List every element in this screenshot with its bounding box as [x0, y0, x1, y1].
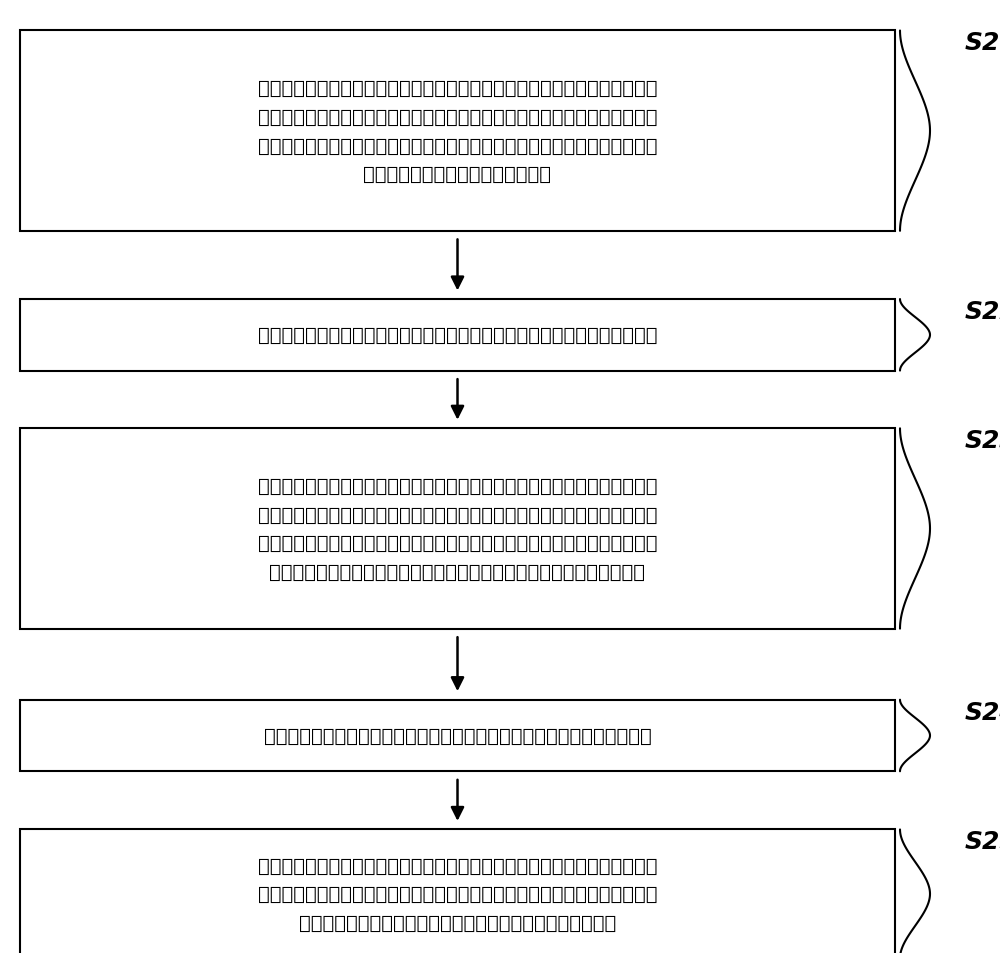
- FancyBboxPatch shape: [20, 829, 895, 953]
- Text: S25: S25: [965, 829, 1000, 854]
- Text: 将环桥接倒换状态转换为环桥接状态的节点，在第一方向将环桥接状态转换为
正常状态，以使第二业务流在当前节点不再复制一份倒换至保护时隙通道，并
使第一业务流和第二业: 将环桥接倒换状态转换为环桥接状态的节点，在第一方向将环桥接状态转换为 正常状态，…: [258, 856, 657, 932]
- Text: S21: S21: [965, 31, 1000, 55]
- Text: S23: S23: [965, 429, 1000, 453]
- Text: S22: S22: [965, 300, 1000, 324]
- FancyBboxPatch shape: [20, 300, 895, 372]
- Text: 将环桥接倒换状态转换为正常状态的节点向相邻节点发送第三状态转换消息: 将环桥接倒换状态转换为正常状态的节点向相邻节点发送第三状态转换消息: [264, 726, 651, 745]
- Text: 检测到链路故障消失且未接收到相邻节点发送的第三状态转换消息的节点，在
第一方向将环桥接倒换状态转换为环桥接状态，以使承载在工作时隙通道的第
一业务流在本节点承载: 检测到链路故障消失且未接收到相邻节点发送的第三状态转换消息的节点，在 第一方向将…: [258, 79, 657, 184]
- FancyBboxPatch shape: [20, 700, 895, 772]
- FancyBboxPatch shape: [20, 31, 895, 232]
- Text: S24: S24: [965, 700, 1000, 724]
- Text: 检测到链路故障消失且接收到相邻节点发送的第二状态转换消息的节点，在链
路故障消失的方向将环桥接倒换状态转换为正常状态，以使第一业务流在当前
节点不再复制一份承载: 检测到链路故障消失且接收到相邻节点发送的第二状态转换消息的节点，在链 路故障消失…: [258, 476, 657, 581]
- FancyBboxPatch shape: [20, 429, 895, 629]
- Text: 将环桥接倒换状态转换为环桥接状态的节点向相邻节点发送第二状态转换消息: 将环桥接倒换状态转换为环桥接状态的节点向相邻节点发送第二状态转换消息: [258, 326, 657, 345]
